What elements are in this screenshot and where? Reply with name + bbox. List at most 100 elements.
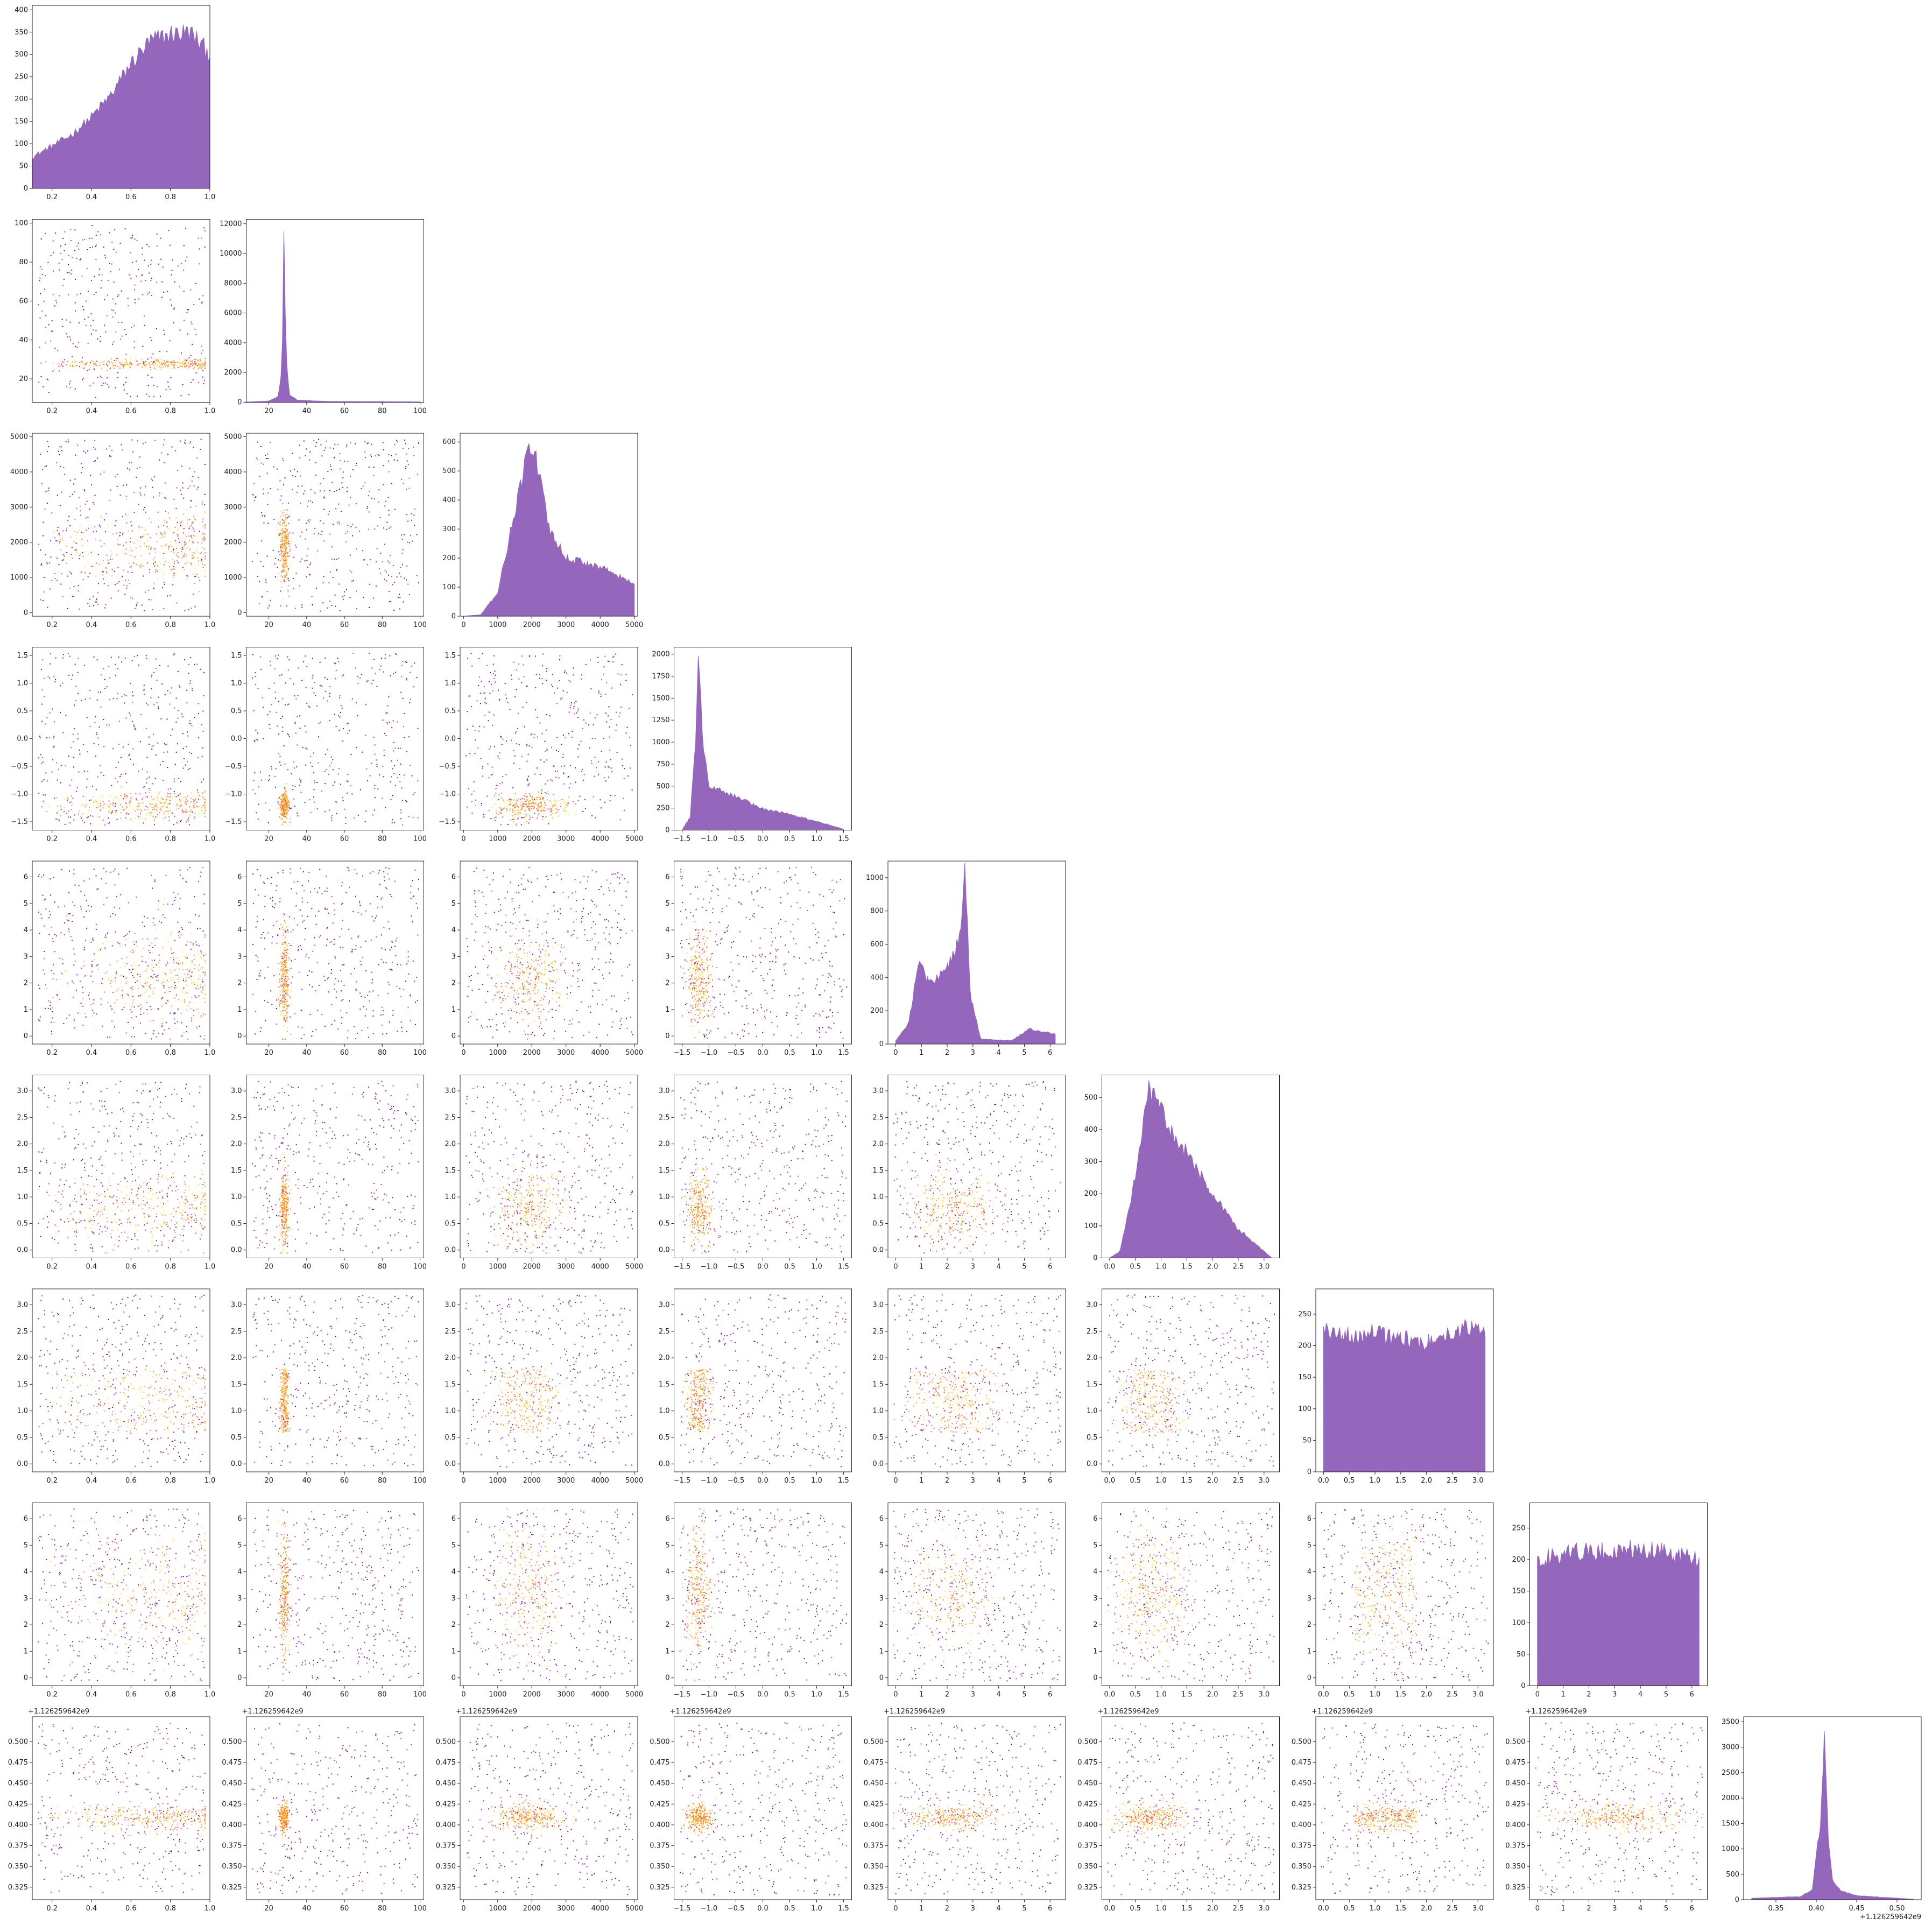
sample-point bbox=[82, 363, 83, 365]
sample-point bbox=[397, 759, 398, 761]
sample-point bbox=[64, 278, 65, 280]
sample-point bbox=[201, 967, 203, 969]
sample-point bbox=[49, 712, 51, 714]
sample-point bbox=[350, 476, 351, 477]
sample-point bbox=[285, 517, 287, 518]
sample-point bbox=[177, 552, 179, 553]
sample-point bbox=[161, 1026, 163, 1027]
sample-point bbox=[82, 813, 84, 815]
sample-point bbox=[384, 733, 385, 734]
sample-point bbox=[204, 504, 206, 505]
sample-point bbox=[69, 321, 71, 323]
sample-point bbox=[501, 744, 503, 745]
sample-point bbox=[56, 302, 58, 304]
sample-point bbox=[351, 572, 352, 573]
sample-point bbox=[161, 362, 163, 363]
sample-point bbox=[330, 466, 332, 467]
sample-point bbox=[70, 747, 72, 749]
sample-point bbox=[154, 557, 156, 559]
sample-point bbox=[277, 567, 278, 568]
sample-point bbox=[152, 977, 153, 978]
sample-point bbox=[185, 228, 187, 229]
sample-point bbox=[191, 801, 192, 802]
sample-point bbox=[618, 715, 620, 717]
sample-point bbox=[194, 361, 195, 362]
sample-point bbox=[356, 548, 357, 549]
sample-point bbox=[580, 741, 582, 742]
sample-point bbox=[167, 361, 169, 363]
sample-point bbox=[175, 573, 177, 575]
sample-point bbox=[171, 274, 172, 276]
sample-point bbox=[182, 878, 184, 879]
sample-point bbox=[202, 538, 203, 539]
sample-point bbox=[285, 798, 287, 800]
sample-point bbox=[82, 1025, 84, 1026]
sample-point bbox=[510, 799, 512, 801]
sample-point bbox=[157, 364, 159, 365]
sample-point bbox=[52, 1011, 53, 1012]
sample-point bbox=[153, 358, 154, 359]
sample-point bbox=[282, 528, 284, 530]
sample-point bbox=[177, 535, 179, 537]
sample-point bbox=[75, 542, 76, 544]
sample-point bbox=[67, 798, 69, 800]
sample-point bbox=[323, 478, 325, 480]
sample-point bbox=[290, 818, 291, 820]
sample-point bbox=[57, 812, 58, 814]
sample-point bbox=[115, 806, 116, 807]
sample-point bbox=[380, 665, 382, 667]
sample-point bbox=[170, 595, 171, 596]
sample-point bbox=[385, 572, 387, 573]
sample-point bbox=[184, 320, 185, 321]
sample-point bbox=[198, 477, 199, 478]
sample-point bbox=[622, 765, 624, 766]
sample-point bbox=[368, 528, 370, 530]
sample-point bbox=[253, 739, 255, 741]
sample-point bbox=[75, 278, 76, 280]
sample-point bbox=[194, 896, 195, 898]
sample-point bbox=[175, 721, 177, 723]
sample-point bbox=[382, 720, 384, 721]
sample-point bbox=[190, 441, 192, 442]
sample-point bbox=[110, 1005, 111, 1007]
sample-point bbox=[128, 744, 129, 745]
sample-point bbox=[107, 377, 108, 379]
sample-point bbox=[590, 688, 592, 689]
sample-point bbox=[70, 229, 72, 230]
sample-point bbox=[314, 780, 315, 781]
sample-point bbox=[280, 489, 282, 490]
sample-point bbox=[60, 505, 61, 506]
sample-point bbox=[281, 559, 283, 561]
sample-point bbox=[176, 487, 178, 489]
sample-point bbox=[151, 963, 153, 965]
sample-point bbox=[112, 992, 114, 993]
sample-point bbox=[205, 791, 206, 792]
sample-point bbox=[184, 659, 186, 660]
sample-point bbox=[531, 801, 533, 803]
sample-point bbox=[149, 996, 151, 997]
sample-point bbox=[152, 363, 153, 365]
sample-point bbox=[116, 819, 118, 820]
sample-point bbox=[351, 793, 353, 795]
sample-point bbox=[170, 735, 172, 736]
sample-point bbox=[140, 563, 142, 565]
sample-point bbox=[100, 540, 101, 542]
sample-point bbox=[105, 805, 107, 806]
sample-point bbox=[95, 363, 96, 364]
sample-point bbox=[123, 545, 124, 546]
sample-point bbox=[282, 566, 284, 567]
sample-point bbox=[139, 981, 140, 983]
sample-point bbox=[409, 702, 410, 703]
sample-point bbox=[61, 259, 63, 260]
sample-point bbox=[191, 792, 192, 794]
sample-point bbox=[402, 697, 404, 699]
sample-point bbox=[110, 559, 111, 560]
sample-point bbox=[90, 325, 91, 327]
sample-point bbox=[568, 733, 569, 735]
sample-point bbox=[285, 576, 286, 577]
sample-point bbox=[483, 686, 485, 687]
sample-point bbox=[202, 533, 204, 534]
sample-point bbox=[198, 798, 199, 800]
sample-point bbox=[400, 812, 402, 814]
sample-point bbox=[94, 958, 96, 960]
